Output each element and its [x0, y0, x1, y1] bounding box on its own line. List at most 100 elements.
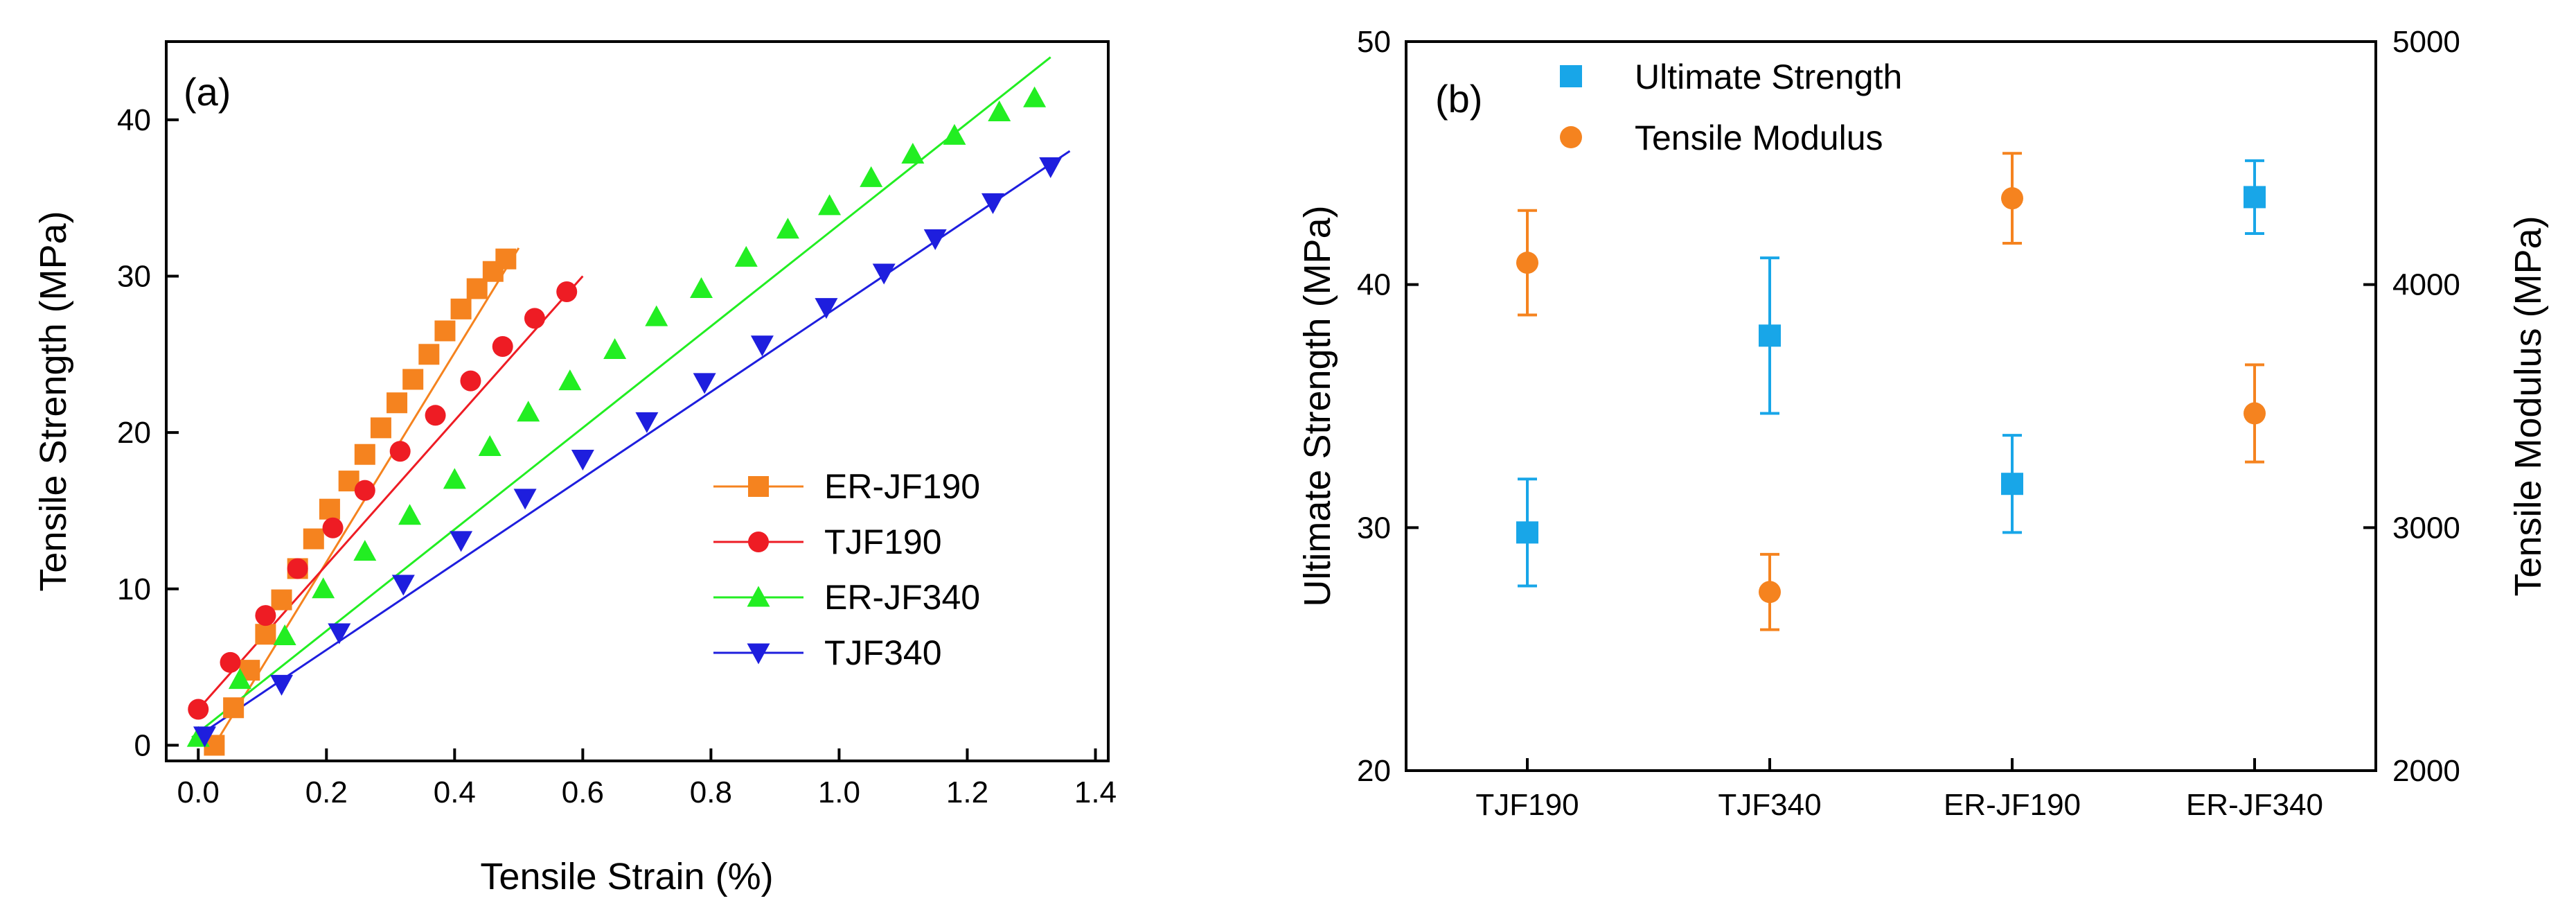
data-point-tjf190: [425, 405, 446, 426]
data-point-er-jf340: [312, 577, 335, 599]
y-tick-label-left: 40: [1357, 268, 1391, 302]
data-point-tjf190: [556, 281, 578, 303]
y-tick-label-right: 2000: [2392, 754, 2460, 788]
data-point-er-jf190: [495, 248, 517, 270]
legend-label: TJF340: [824, 633, 942, 672]
legend-marker-tjf190: [748, 532, 769, 552]
data-point-er-jf340: [776, 218, 799, 239]
panel-label-b: (b): [1435, 77, 1482, 121]
data-point-er-jf340: [860, 166, 883, 187]
x-tick-label: 1.4: [1074, 775, 1117, 809]
legend-marker-er-jf190: [748, 476, 769, 497]
data-point-tjf340: [391, 574, 415, 596]
data-point-er-jf340: [353, 540, 377, 561]
data-point-er-jf190: [303, 528, 324, 550]
data-point-tjf190: [354, 480, 375, 501]
data-point-er-jf340: [517, 401, 540, 422]
x-tick-label: 0.4: [434, 775, 476, 809]
plot-frame-a: [165, 40, 1110, 762]
x-axis-title-a: Tensile Strain (%): [480, 856, 773, 897]
data-point-er-jf340: [901, 142, 925, 164]
data-point-tjf340: [193, 726, 217, 748]
data-point-er-jf190: [387, 392, 408, 414]
y-tick-label: 10: [117, 572, 151, 606]
legend-marker-tensile-modulus: [1560, 126, 1582, 148]
data-point-tjf190: [389, 441, 411, 462]
x-tick-label: ER-JF340: [2186, 788, 2323, 822]
x-tick-label: TJF190: [1475, 788, 1579, 822]
chart-panel-b: (b) TJF190 TJF340 ER-JF190 ER-JF340 20 30 40 5…: [1297, 25, 2549, 822]
data-point-tensile-modulus: [1516, 252, 1538, 274]
legend-marker-tjf340: [747, 643, 770, 665]
x-tick-label: ER-JF190: [1944, 788, 2081, 822]
data-point-er-jf190: [418, 344, 440, 365]
y-axis-ticks-a: 0 10 20 30 40: [117, 103, 179, 762]
data-point-er-jf190: [319, 498, 340, 520]
y-tick-label-right: 4000: [2392, 268, 2460, 302]
data-point-er-jf190: [370, 417, 391, 439]
data-point-ultimate-strength: [2244, 186, 2266, 209]
data-point-tjf190: [322, 517, 344, 538]
data-point-tjf190: [492, 336, 513, 358]
x-tick-label: 0.0: [177, 775, 220, 809]
data-point-er-jf190: [354, 444, 375, 465]
data-point-tjf340: [693, 373, 716, 394]
panel-label-a: (a): [184, 70, 231, 114]
data-point-tjf340: [872, 263, 896, 285]
data-point-er-jf340: [645, 305, 668, 326]
data-point-er-jf340: [1023, 86, 1047, 107]
data-point-ultimate-strength: [1759, 324, 1781, 347]
y-tick-label: 30: [117, 259, 151, 293]
plot-frame-b: [1405, 40, 2377, 772]
data-point-tjf340: [270, 674, 294, 696]
data-point-tjf190: [220, 651, 241, 673]
series-line-tjf340: [197, 150, 1071, 737]
data-point-tjf340: [981, 193, 1004, 214]
data-point-tjf190: [524, 308, 545, 329]
data-point-tjf190: [255, 605, 276, 626]
data-point-er-jf340: [443, 468, 466, 489]
chart-panel-a: (a) 0.0 0.2 0.4 0.6 0.8 1.0 1.2 1.4 0 10 20 30 40 E…: [33, 40, 1117, 897]
x-tick-label: TJF340: [1718, 788, 1821, 822]
data-point-tjf190: [188, 699, 209, 720]
data-points-b: [1516, 152, 2266, 631]
data-point-er-jf190: [271, 589, 292, 611]
data-point-er-jf190: [450, 298, 472, 319]
legend-marker-ultimate-strength: [1560, 65, 1582, 87]
data-point-tensile-modulus: [2001, 187, 2023, 210]
data-point-ultimate-strength: [2001, 473, 2023, 495]
data-point-tensile-modulus: [2244, 402, 2266, 425]
y-tick-label-right: 5000: [2392, 25, 2460, 59]
data-point-er-jf340: [603, 338, 627, 360]
x-tick-label: 0.6: [562, 775, 604, 809]
legend-label: Ultimate Strength: [1635, 58, 1902, 96]
y-axis-ticks-left-b: 20 30 40 50: [1357, 25, 1419, 788]
legend-label: Tensile Modulus: [1635, 119, 1883, 157]
y-tick-label-right: 3000: [2392, 511, 2460, 545]
data-point-er-jf190: [255, 624, 276, 645]
x-tick-label: 0.8: [690, 775, 732, 809]
y-tick-label-left: 20: [1357, 754, 1391, 788]
data-point-er-jf340: [943, 123, 966, 145]
data-point-er-jf190: [402, 369, 424, 390]
x-axis-ticks-a: 0.0 0.2 0.4 0.6 0.8 1.0 1.2 1.4: [177, 748, 1117, 809]
x-tick-label: 0.2: [305, 775, 348, 809]
data-point-er-jf340: [558, 369, 582, 391]
data-point-tjf340: [328, 623, 351, 644]
y-axis-ticks-right-b: 2000 3000 4000 5000: [2363, 25, 2460, 788]
y-tick-label: 20: [117, 416, 151, 450]
legend-a: ER-JF190 TJF190 ER-JF340 TJF340: [713, 467, 980, 672]
y-tick-label: 40: [117, 103, 151, 137]
data-point-tjf190: [460, 370, 481, 392]
y-axis-title-right-b: Tensile Modulus (MPa): [2507, 216, 2549, 596]
data-point-er-jf340: [734, 245, 758, 267]
x-axis-ticks-b: TJF190 TJF340 ER-JF190 ER-JF340: [1475, 758, 2323, 822]
data-point-tjf340: [1039, 157, 1063, 179]
data-point-er-jf190: [223, 697, 245, 719]
data-point-tjf190: [287, 558, 308, 579]
data-point-tjf340: [750, 335, 774, 357]
series-markers-a: [186, 86, 1063, 756]
data-point-tjf340: [815, 298, 838, 319]
x-tick-label: 1.0: [818, 775, 860, 809]
legend-label: ER-JF190: [824, 467, 980, 506]
